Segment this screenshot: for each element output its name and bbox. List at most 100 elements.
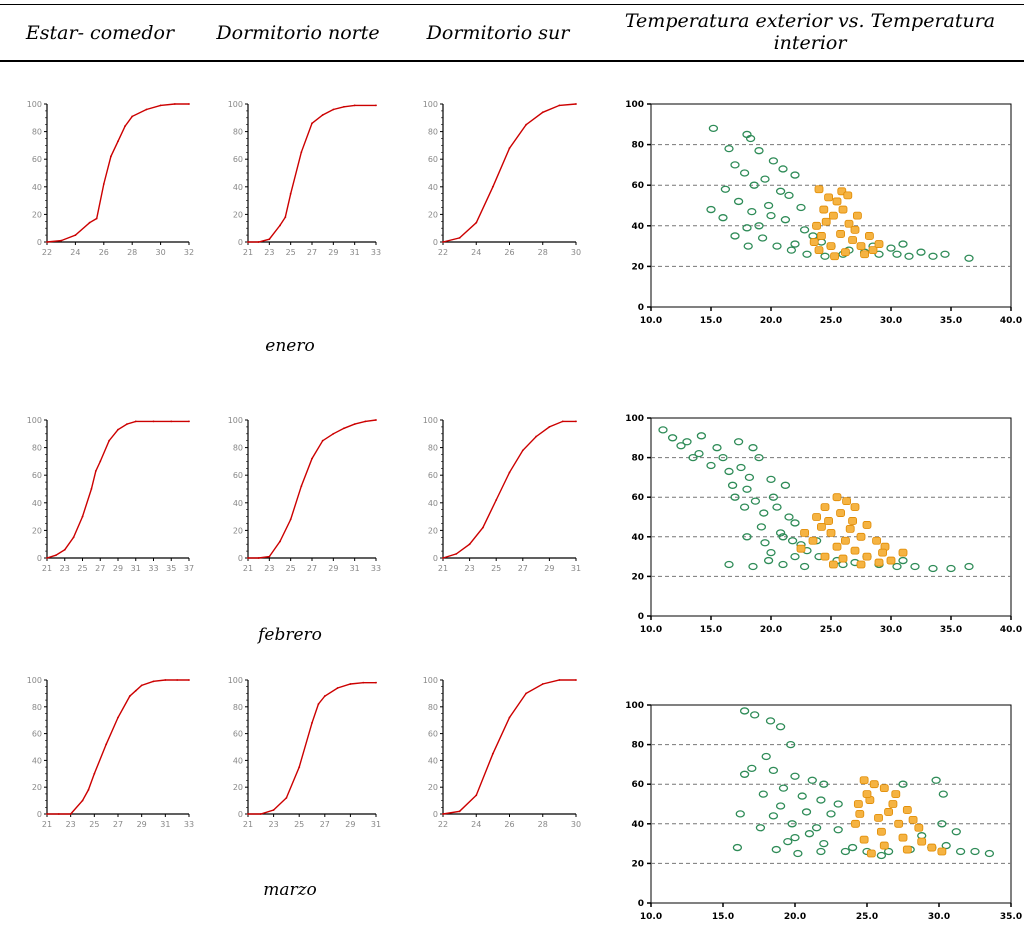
x-tick-label: 33 bbox=[184, 820, 194, 829]
outdoor-point bbox=[941, 841, 951, 850]
x-tick-label: 27 bbox=[518, 564, 528, 573]
x-tick-label: 31 bbox=[131, 564, 141, 573]
outdoor-point bbox=[778, 560, 788, 569]
indoor-point bbox=[796, 544, 806, 553]
y-tick-label: 40 bbox=[428, 499, 438, 508]
outdoor-point bbox=[772, 242, 782, 250]
y-tick-label: 20 bbox=[233, 526, 243, 535]
outdoor-point bbox=[937, 820, 947, 828]
cdf-point bbox=[508, 716, 511, 719]
cdf-point bbox=[521, 449, 524, 452]
cdf-point bbox=[46, 241, 48, 243]
cdf-point bbox=[188, 679, 190, 681]
indoor-point bbox=[816, 523, 826, 531]
y-tick-label: 40 bbox=[233, 499, 243, 508]
cdf-point bbox=[558, 104, 561, 107]
indoor-point bbox=[826, 528, 836, 537]
x-tick-label: 24 bbox=[70, 248, 80, 257]
outdoor-point bbox=[727, 481, 738, 489]
outdoor-point bbox=[801, 808, 812, 816]
y-tick-label: 100 bbox=[625, 414, 644, 424]
outdoor-point bbox=[682, 438, 692, 446]
x-tick-label: 25 bbox=[491, 564, 501, 573]
scatter-chart-11: 0 20 40 60 80 100 10.0 15.0 20.0 25.0 30.0 35.0 bbox=[625, 701, 1022, 922]
y-tick-label: 100 bbox=[423, 100, 438, 109]
x-tick-label: 33 bbox=[371, 564, 381, 573]
cdf-point bbox=[128, 695, 131, 697]
cdf-series-line bbox=[46, 103, 189, 243]
x-tick-label: 30 bbox=[571, 820, 581, 829]
x-tick-label: 35.0 bbox=[940, 625, 962, 635]
cdf-chart-9: 0 20 40 60 80 100 21 23 25 27 29 31 bbox=[228, 676, 381, 829]
outdoor-point bbox=[833, 826, 843, 834]
outdoor-point bbox=[766, 548, 776, 557]
cdf-point bbox=[268, 238, 271, 241]
outdoor-point bbox=[938, 790, 948, 798]
cdf-point bbox=[247, 241, 249, 243]
outdoor-point bbox=[876, 851, 887, 860]
outdoor-point bbox=[739, 503, 750, 511]
y-tick-label: 100 bbox=[228, 100, 243, 109]
x-tick-label: 15.0 bbox=[700, 625, 722, 635]
outdoor-point bbox=[750, 711, 760, 719]
cdf-point bbox=[284, 216, 287, 219]
outdoor-point bbox=[712, 444, 722, 452]
y-tick-label: 0 bbox=[238, 554, 243, 563]
outdoor-point bbox=[754, 222, 764, 230]
x-tick-label: 27 bbox=[113, 820, 123, 829]
y-tick-label: 20 bbox=[428, 210, 438, 219]
cdf-point bbox=[272, 809, 275, 811]
outdoor-point bbox=[793, 849, 803, 858]
y-tick-label: 40 bbox=[233, 756, 243, 765]
outdoor-point bbox=[733, 438, 744, 446]
x-tick-label: 27 bbox=[307, 248, 317, 257]
plot-frame bbox=[650, 704, 1012, 904]
x-tick-label: 35.0 bbox=[940, 316, 962, 326]
outdoor-point bbox=[951, 828, 961, 836]
cdf-point bbox=[353, 423, 356, 426]
outdoor-point bbox=[790, 772, 800, 780]
cdf-point bbox=[442, 557, 444, 559]
cdf-point bbox=[125, 423, 128, 426]
cdf-point bbox=[343, 105, 345, 108]
y-tick-label: 60 bbox=[428, 155, 438, 164]
indoor-point bbox=[876, 827, 886, 836]
outdoor-point bbox=[786, 740, 796, 749]
indoor-point bbox=[824, 517, 834, 525]
y-tick-label: 100 bbox=[423, 416, 438, 425]
cdf-point bbox=[117, 428, 119, 431]
y-tick-label: 20 bbox=[631, 859, 644, 869]
y-tick-label: 0 bbox=[238, 810, 243, 819]
x-tick-label: 25 bbox=[286, 564, 296, 573]
y-tick-label: 20 bbox=[428, 526, 438, 535]
cdf-chart-2: 0 20 40 60 80 100 22 24 26 28 30 bbox=[423, 100, 581, 257]
cdf-point bbox=[117, 140, 119, 143]
y-tick-label: 60 bbox=[233, 471, 243, 480]
y-tick-label: 60 bbox=[631, 181, 644, 191]
outdoor-point bbox=[808, 232, 818, 240]
cdf-point bbox=[575, 103, 577, 105]
indoor-point bbox=[836, 509, 846, 517]
cdf-series-line bbox=[442, 420, 576, 559]
cdf-point bbox=[117, 716, 119, 719]
outdoor-point bbox=[739, 169, 750, 177]
x-tick-label: 31 bbox=[571, 564, 581, 573]
outdoor-point bbox=[720, 185, 731, 193]
y-tick-label: 60 bbox=[428, 730, 438, 739]
indoor-point bbox=[855, 810, 865, 818]
indoor-point bbox=[851, 819, 860, 828]
y-tick-label: 0 bbox=[433, 554, 438, 563]
indoor-point bbox=[848, 236, 858, 244]
y-tick-label: 80 bbox=[631, 454, 644, 464]
cdf-point bbox=[188, 420, 190, 423]
outdoor-point bbox=[898, 556, 908, 565]
cdf-series-line bbox=[442, 679, 576, 815]
outdoor-point bbox=[790, 240, 800, 248]
y-tick-label: 100 bbox=[27, 416, 42, 425]
outdoor-point bbox=[744, 473, 755, 482]
outdoor-point bbox=[816, 796, 826, 804]
x-tick-label: 35 bbox=[166, 564, 176, 573]
cdf-point bbox=[323, 695, 326, 697]
y-tick-label: 80 bbox=[233, 128, 243, 137]
x-tick-label: 15.0 bbox=[700, 316, 722, 326]
